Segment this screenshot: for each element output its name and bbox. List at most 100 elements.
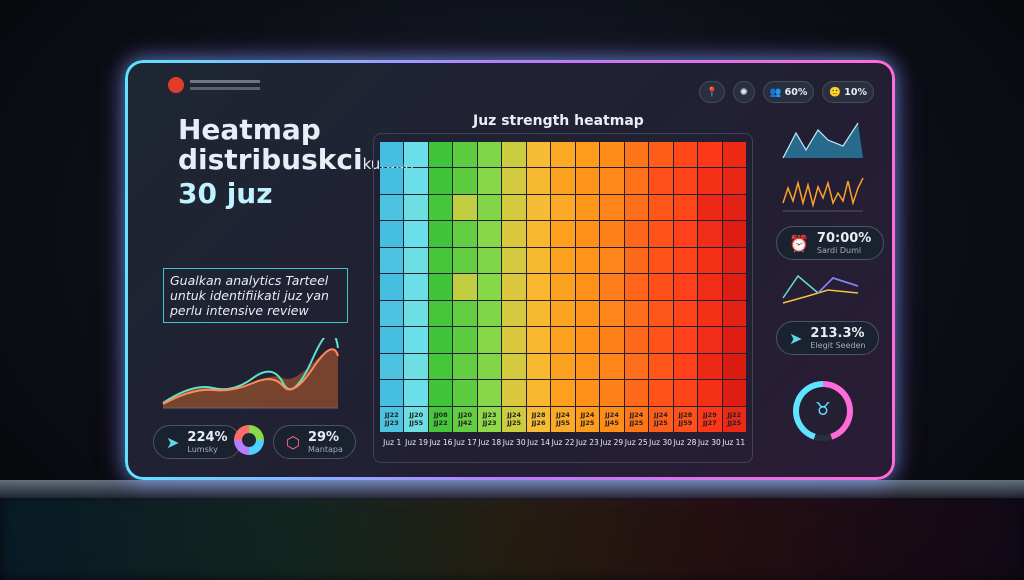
heatmap-cell[interactable]	[673, 274, 698, 300]
heatmap-cell[interactable]	[624, 300, 649, 327]
heatmap-cell[interactable]	[380, 300, 404, 327]
heatmap-cell[interactable]: JJ08 JJ22	[428, 406, 453, 432]
heatmap-cell[interactable]: JJ24 JJ25	[649, 406, 673, 432]
heatmap-cell[interactable]	[526, 247, 551, 274]
heatmap-cell[interactable]	[502, 168, 526, 194]
heatmap-cell[interactable]	[624, 380, 649, 406]
heatmap-cell[interactable]: JJ28 JJ26	[526, 406, 551, 432]
heatmap-cell[interactable]	[575, 194, 600, 221]
heatmap-cell[interactable]	[649, 142, 673, 168]
heatmap-cell[interactable]	[404, 274, 428, 300]
heatmap-cell[interactable]	[722, 327, 746, 353]
heatmap-cell[interactable]	[673, 327, 698, 353]
heatmap-cell[interactable]	[380, 327, 404, 353]
heatmap-cell[interactable]	[551, 221, 575, 247]
heatmap-cell[interactable]	[551, 274, 575, 300]
heatmap-cell[interactable]	[698, 247, 722, 274]
heatmap-cell[interactable]	[698, 380, 722, 406]
heatmap-cell[interactable]	[624, 168, 649, 194]
heatmap-cell[interactable]	[502, 353, 526, 380]
heatmap-cell[interactable]	[477, 327, 502, 353]
heatmap-cell[interactable]	[380, 274, 404, 300]
heatmap-cell[interactable]	[477, 380, 502, 406]
heatmap-cell[interactable]	[698, 274, 722, 300]
heatmap-cell[interactable]	[453, 142, 477, 168]
heatmap-cell[interactable]	[477, 221, 502, 247]
brain-button[interactable]: ✺	[732, 81, 755, 103]
heatmap-cell[interactable]	[404, 353, 428, 380]
heatmap-cell[interactable]	[649, 247, 673, 274]
heatmap-cell[interactable]: JJ24 JJ25	[624, 406, 649, 432]
heatmap-cell[interactable]	[453, 300, 477, 327]
pin-button[interactable]: 📍	[698, 81, 725, 103]
heatmap-cell[interactable]	[526, 300, 551, 327]
heatmap-cell[interactable]	[600, 353, 624, 380]
heatmap-cell[interactable]: JJ22 JJ25	[722, 406, 746, 432]
heatmap-cell[interactable]	[526, 168, 551, 194]
heatmap-cell[interactable]: JJ20 JJ55	[404, 406, 428, 432]
heatmap-cell[interactable]	[428, 247, 453, 274]
heatmap-cell[interactable]	[624, 327, 649, 353]
heatmap-cell[interactable]	[404, 247, 428, 274]
heatmap-cell[interactable]	[526, 142, 551, 168]
heatmap-cell[interactable]	[600, 380, 624, 406]
heatmap-cell[interactable]	[502, 300, 526, 327]
heatmap-cell[interactable]	[698, 327, 722, 353]
heatmap-cell[interactable]	[380, 247, 404, 274]
heatmap-cell[interactable]	[551, 300, 575, 327]
heatmap-cell[interactable]	[428, 194, 453, 221]
heatmap-cell[interactable]	[722, 300, 746, 327]
heatmap-cell[interactable]: JJ24 JJ55	[551, 406, 575, 432]
heatmap-cell[interactable]	[649, 380, 673, 406]
heatmap-cell[interactable]	[453, 380, 477, 406]
heatmap-cell[interactable]	[600, 327, 624, 353]
heatmap-cell[interactable]	[649, 353, 673, 380]
heatmap-cell[interactable]	[526, 221, 551, 247]
heatmap-cell[interactable]	[722, 247, 746, 274]
heatmap-cell[interactable]	[380, 353, 404, 380]
heatmap-cell[interactable]	[575, 380, 600, 406]
heatmap-cell[interactable]	[502, 380, 526, 406]
heatmap-cell[interactable]	[624, 247, 649, 274]
heatmap-cell[interactable]	[551, 142, 575, 168]
heatmap-cell[interactable]	[624, 194, 649, 221]
heatmap-cell[interactable]	[722, 194, 746, 221]
heatmap-cell[interactable]	[404, 168, 428, 194]
heatmap-cell[interactable]	[502, 194, 526, 221]
heatmap-cell[interactable]	[453, 247, 477, 274]
heatmap-cell[interactable]	[502, 142, 526, 168]
heatmap-cell[interactable]	[600, 194, 624, 221]
heatmap-cell[interactable]	[551, 168, 575, 194]
heatmap-cell[interactable]	[477, 194, 502, 221]
heatmap-cell[interactable]	[502, 327, 526, 353]
heatmap-cell[interactable]	[624, 274, 649, 300]
heatmap-cell[interactable]	[551, 194, 575, 221]
heatmap-cell[interactable]	[477, 353, 502, 380]
heatmap-cell[interactable]	[380, 168, 404, 194]
heatmap-cell[interactable]	[600, 168, 624, 194]
heatmap-cell[interactable]	[575, 327, 600, 353]
heatmap-cell[interactable]	[428, 221, 453, 247]
heatmap-cell[interactable]	[649, 300, 673, 327]
heatmap-cell[interactable]: JJ23 JJ23	[477, 406, 502, 432]
heatmap-cell[interactable]	[380, 221, 404, 247]
heatmap-cell[interactable]	[428, 353, 453, 380]
heatmap-cell[interactable]	[477, 168, 502, 194]
heatmap-cell[interactable]	[722, 168, 746, 194]
heatmap-cell[interactable]	[575, 142, 600, 168]
heatmap-cell[interactable]: JJ20 JJ42	[453, 406, 477, 432]
heatmap-cell[interactable]	[698, 168, 722, 194]
heatmap-cell[interactable]	[477, 142, 502, 168]
users-pill[interactable]: 👥 60%	[762, 81, 815, 103]
heatmap-cell[interactable]	[722, 353, 746, 380]
heatmap-cell[interactable]	[453, 194, 477, 221]
heatmap-cell[interactable]	[526, 380, 551, 406]
heatmap-cell[interactable]: JJ24 JJ45	[600, 406, 624, 432]
heatmap-cell[interactable]	[526, 274, 551, 300]
heatmap-cell[interactable]	[453, 221, 477, 247]
heatmap-cell[interactable]	[551, 327, 575, 353]
heatmap-cell[interactable]	[698, 300, 722, 327]
heatmap-cell[interactable]	[673, 300, 698, 327]
heatmap-cell[interactable]	[428, 300, 453, 327]
heatmap-cell[interactable]	[698, 142, 722, 168]
